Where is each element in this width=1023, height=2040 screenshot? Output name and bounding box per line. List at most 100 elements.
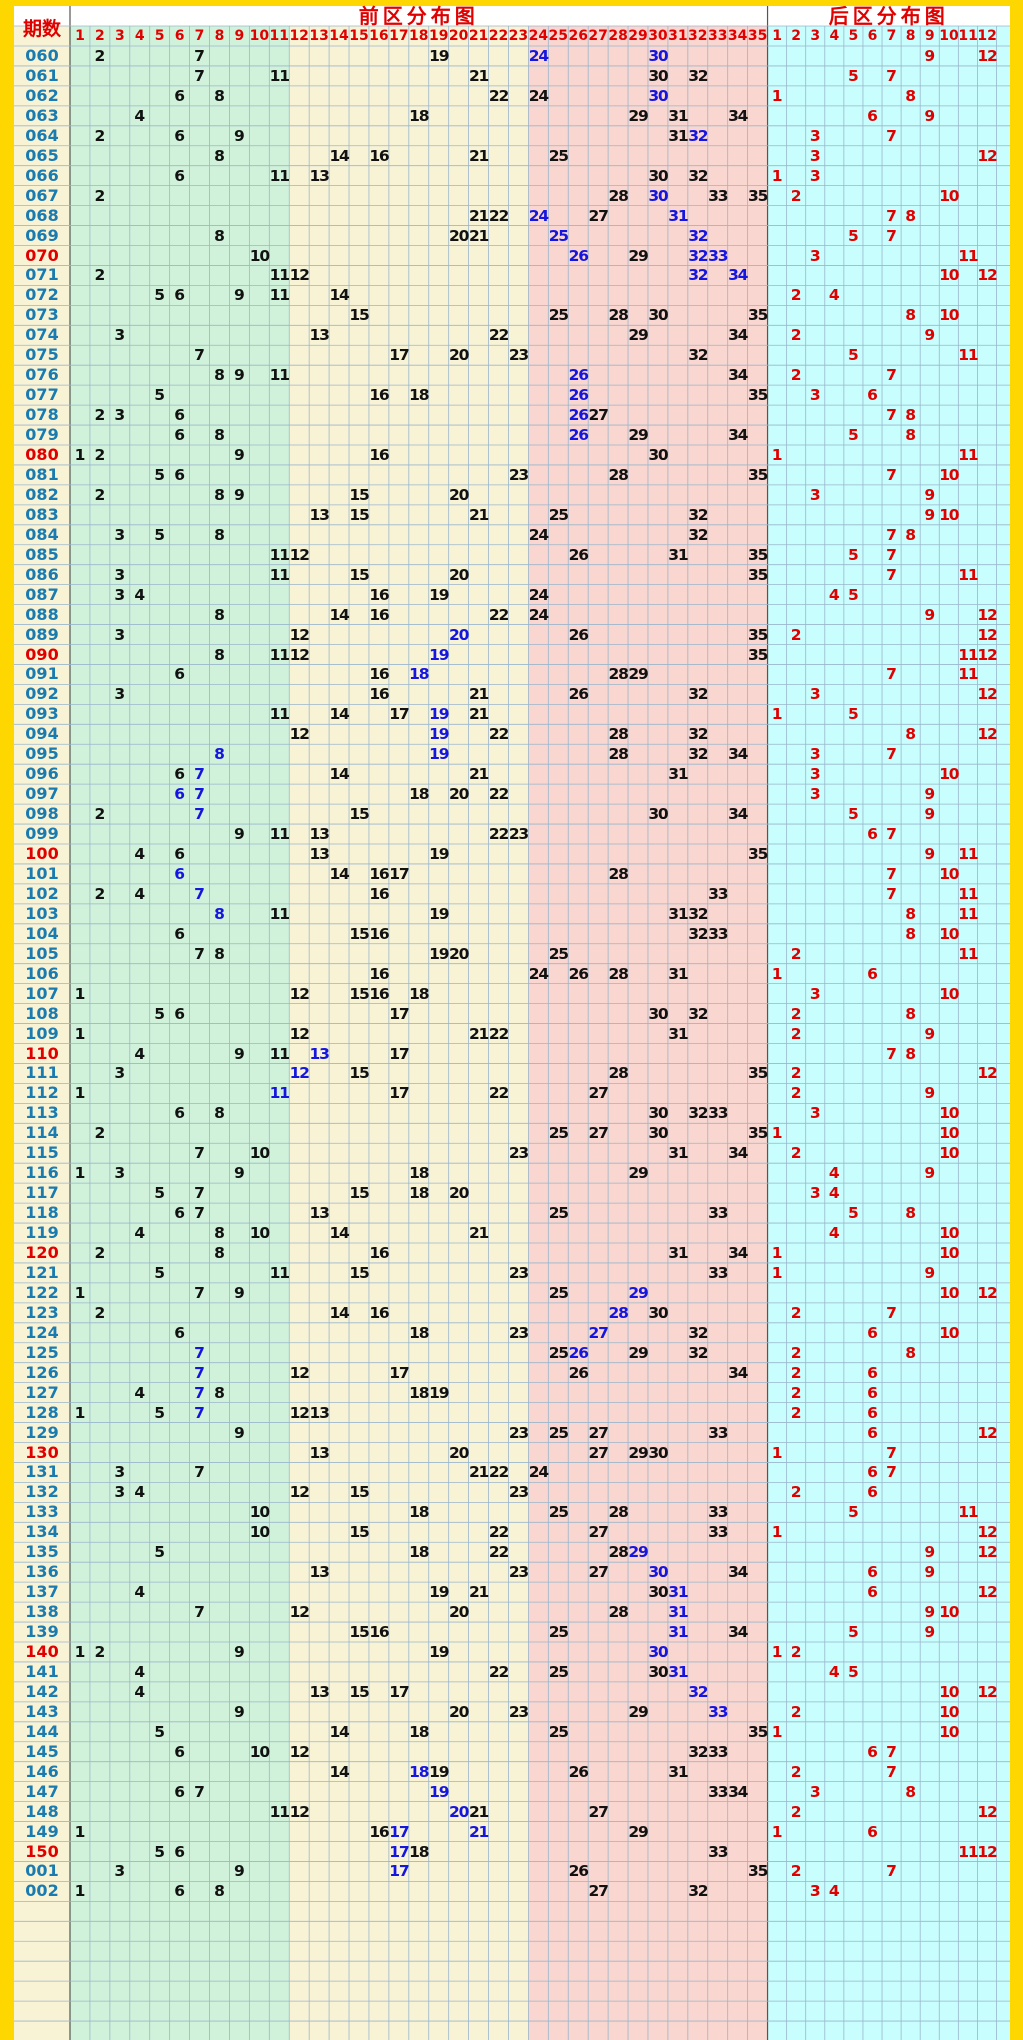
front-number-cell: 11	[269, 66, 290, 85]
front-number-cell: 20	[449, 565, 469, 584]
front-column-header: 31	[668, 28, 688, 44]
period-cell: 109	[25, 1023, 59, 1043]
front-number-cell: 25	[548, 1503, 569, 1522]
period-cell: 149	[25, 1821, 59, 1841]
front-number-cell: 3	[114, 326, 126, 345]
front-number-cell: 31	[668, 904, 688, 923]
back-number-cell: 8	[905, 1044, 917, 1063]
front-number-cell: 17	[389, 346, 409, 365]
back-number-cell: 2	[790, 1403, 802, 1422]
period-cell: 090	[25, 644, 59, 664]
front-column-header: 32	[688, 28, 708, 44]
front-column-header: 15	[349, 28, 369, 44]
front-number-cell: 4	[134, 845, 146, 863]
back-number-cell: 6	[867, 1403, 878, 1422]
front-number-cell: 30	[648, 1004, 668, 1023]
front-number-cell: 21	[468, 1802, 489, 1821]
front-number-cell: 8	[214, 1224, 225, 1243]
front-number-cell: 17	[389, 1044, 409, 1063]
period-cell: 132	[25, 1482, 59, 1502]
front-number-cell: 1	[74, 1822, 86, 1841]
front-number-cell: 11	[269, 645, 290, 664]
period-cell: 113	[25, 1103, 59, 1123]
back-number-cell: 4	[828, 1882, 840, 1901]
back-number-cell: 3	[809, 745, 821, 764]
back-number-cell: 9	[924, 485, 936, 504]
front-number-cell: 34	[728, 1244, 748, 1262]
period-cell: 129	[25, 1422, 59, 1442]
period-cell: 095	[25, 744, 59, 764]
period-cell: 148	[25, 1801, 59, 1821]
period-cell: 087	[25, 584, 59, 604]
front-number-cell: 7	[194, 1343, 205, 1362]
front-number-cell: 6	[174, 1842, 185, 1861]
front-number-cell: 11	[269, 166, 290, 185]
front-number-cell: 9	[234, 485, 245, 504]
period-cell: 104	[25, 923, 59, 943]
front-number-cell: 5	[154, 465, 166, 484]
back-number-cell: 4	[828, 286, 840, 305]
period-cell: 061	[25, 65, 59, 85]
front-number-cell: 6	[174, 864, 185, 883]
front-number-cell: 22	[488, 1543, 509, 1562]
front-number-cell: 26	[568, 1363, 589, 1382]
back-number-cell: 1	[771, 86, 783, 105]
front-number-cell: 7	[194, 1403, 205, 1422]
back-number-cell: 5	[848, 545, 859, 564]
front-number-cell: 7	[194, 1782, 205, 1801]
front-number-cell: 34	[728, 366, 748, 385]
front-number-cell: 11	[269, 1084, 290, 1103]
front-number-cell: 30	[648, 86, 668, 105]
front-number-cell: 11	[269, 904, 290, 923]
front-number-cell: 32	[688, 346, 708, 365]
back-number-cell: 2	[790, 1643, 802, 1661]
front-number-cell: 7	[194, 1363, 205, 1382]
period-cell: 124	[25, 1322, 59, 1342]
front-number-cell: 2	[94, 126, 106, 145]
back-number-cell: 1	[771, 1443, 783, 1462]
period-cell: 134	[25, 1522, 59, 1542]
front-number-cell: 8	[214, 525, 225, 544]
front-number-cell: 30	[648, 66, 668, 85]
back-number-cell: 9	[924, 785, 936, 804]
period-cell: 108	[25, 1003, 59, 1023]
front-number-cell: 4	[134, 1662, 146, 1681]
front-number-cell: 32	[688, 745, 708, 764]
front-number-cell: 25	[548, 1124, 569, 1143]
front-number-cell: 18	[409, 785, 429, 804]
period-cell: 068	[25, 205, 59, 225]
front-number-cell: 33	[708, 1842, 728, 1861]
back-number-cell: 2	[790, 944, 802, 963]
front-number-cell: 12	[289, 1064, 310, 1083]
back-number-cell: 7	[886, 1862, 897, 1881]
period-cell: 105	[25, 943, 59, 963]
front-number-cell: 32	[688, 1343, 708, 1362]
front-number-cell: 15	[349, 1523, 369, 1542]
back-number-cell: 8	[905, 206, 917, 225]
front-number-cell: 15	[349, 1483, 369, 1502]
back-number-cell: 5	[848, 226, 859, 245]
front-number-cell: 6	[174, 1323, 185, 1342]
front-number-cell: 20	[449, 1802, 469, 1821]
front-number-cell: 35	[747, 1064, 768, 1083]
period-cell: 133	[25, 1502, 59, 1522]
front-number-cell: 15	[349, 1682, 369, 1701]
front-number-cell: 31	[668, 964, 688, 983]
front-number-cell: 14	[329, 1224, 349, 1243]
period-cell: 092	[25, 684, 59, 704]
front-number-cell: 22	[488, 1084, 509, 1103]
front-number-cell: 32	[688, 1742, 708, 1761]
back-number-cell: 6	[867, 1463, 878, 1482]
period-cell: 137	[25, 1582, 59, 1602]
front-number-cell: 18	[409, 1722, 429, 1741]
back-number-cell: 6	[867, 825, 878, 844]
front-number-cell: 20	[449, 625, 469, 644]
front-number-cell: 2	[94, 1303, 106, 1322]
front-number-cell: 29	[628, 1543, 648, 1562]
front-number-cell: 26	[568, 964, 589, 983]
period-cell: 147	[25, 1781, 59, 1801]
front-number-cell: 7	[194, 884, 205, 903]
front-number-cell: 6	[174, 665, 185, 684]
back-number-cell: 12	[977, 1283, 997, 1302]
front-number-cell: 35	[747, 1862, 768, 1881]
